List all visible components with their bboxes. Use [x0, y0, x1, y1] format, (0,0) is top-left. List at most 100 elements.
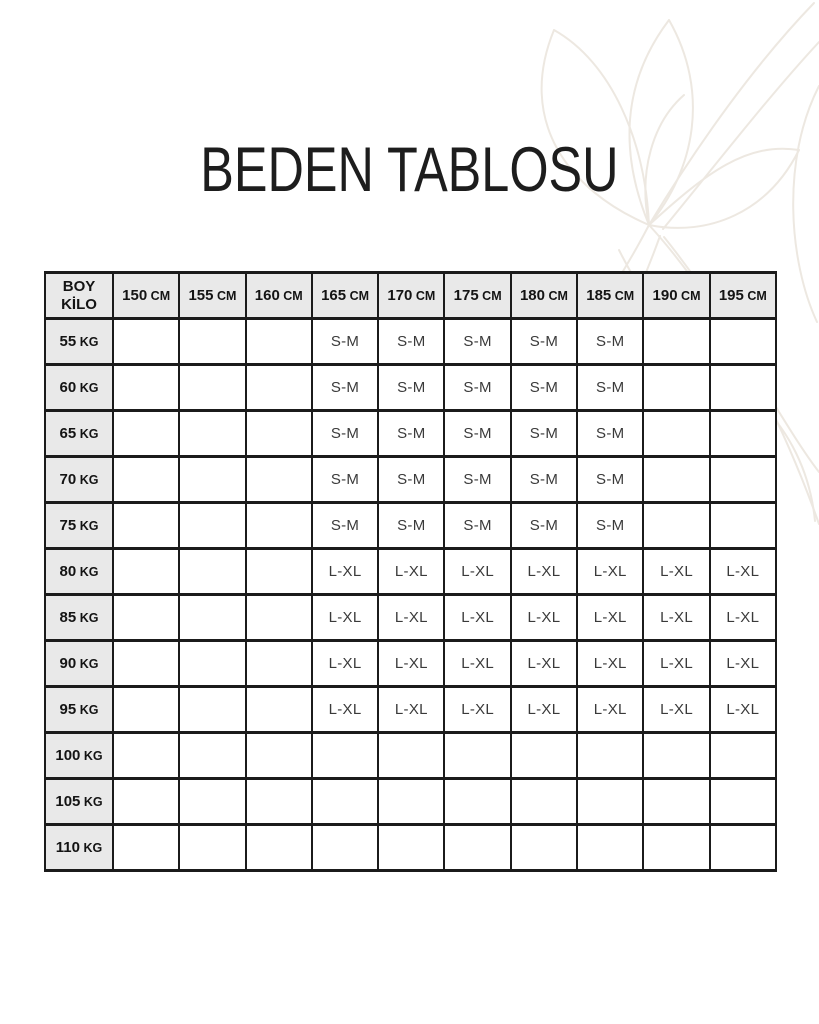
size-cell: [178, 731, 247, 780]
size-cell: [642, 501, 711, 550]
size-cell: [111, 639, 181, 688]
size-cell: L-XL: [443, 639, 512, 688]
size-cell: L-XL: [708, 593, 777, 642]
row-label-80-kg: 80 KG: [44, 547, 114, 596]
size-cell: [377, 823, 446, 872]
size-cell: L-XL: [576, 593, 645, 642]
size-cell: L-XL: [377, 685, 446, 734]
size-cell: S-M: [377, 455, 446, 504]
size-cell: S-M: [310, 455, 380, 504]
table-row: 100 KG: [44, 731, 777, 780]
size-cell: [708, 363, 777, 412]
size-cell: L-XL: [443, 593, 512, 642]
size-cell: [244, 547, 313, 596]
size-cell: [708, 501, 777, 550]
size-cell: [377, 731, 446, 780]
size-cell: L-XL: [310, 547, 380, 596]
page-title: BEDEN TABLOSU: [0, 134, 819, 206]
size-cell: L-XL: [310, 639, 380, 688]
size-cell: [377, 777, 446, 826]
size-cell: L-XL: [642, 639, 711, 688]
size-cell: [244, 639, 313, 688]
table-row: 75 KG S-M S-M S-M S-M S-M: [44, 501, 777, 550]
size-cell: [111, 501, 181, 550]
column-header-170-cm: 170 CM: [377, 271, 446, 320]
size-cell: [443, 731, 512, 780]
size-cell: [443, 777, 512, 826]
size-cell: [244, 363, 313, 412]
corner-line-boy: BOY: [62, 277, 96, 295]
size-cell: L-XL: [642, 593, 711, 642]
size-cell: S-M: [377, 317, 446, 366]
corner-line-kilo: KİLO: [61, 295, 97, 313]
size-cell: L-XL: [576, 547, 645, 596]
column-header-190-cm: 190 CM: [642, 271, 711, 320]
size-cell: [443, 823, 512, 872]
size-cell: L-XL: [377, 639, 446, 688]
size-cell: [244, 409, 313, 458]
size-cell: [111, 823, 181, 872]
size-cell: S-M: [509, 317, 579, 366]
size-cell: L-XL: [509, 639, 579, 688]
size-cell: L-XL: [310, 593, 380, 642]
size-cell: [244, 777, 313, 826]
row-label-55-kg: 55 KG: [44, 317, 114, 366]
size-cell: S-M: [576, 317, 645, 366]
size-cell: S-M: [310, 409, 380, 458]
page-title-text: BEDEN TABLOSU: [200, 135, 619, 205]
column-header-185-cm: 185 CM: [576, 271, 645, 320]
column-header-175-cm: 175 CM: [443, 271, 512, 320]
size-cell: [244, 731, 313, 780]
size-cell: S-M: [509, 363, 579, 412]
row-label-100-kg: 100 KG: [44, 731, 114, 780]
column-header-150-cm: 150 CM: [111, 271, 181, 320]
size-cell: [111, 455, 181, 504]
size-cell: [642, 777, 711, 826]
size-cell: S-M: [509, 501, 579, 550]
row-label-70-kg: 70 KG: [44, 455, 114, 504]
size-cell: S-M: [443, 317, 512, 366]
table-row: 60 KG S-M S-M S-M S-M S-M: [44, 363, 777, 412]
size-cell: L-XL: [576, 685, 645, 734]
size-cell: [310, 777, 380, 826]
size-cell: S-M: [576, 363, 645, 412]
size-cell: S-M: [310, 317, 380, 366]
size-cell: [178, 685, 247, 734]
table-row: 105 KG: [44, 777, 777, 826]
size-cell: [310, 823, 380, 872]
table-row: 65 KG S-M S-M S-M S-M S-M: [44, 409, 777, 458]
table-row: 80 KG L-XL L-XL L-XL L-XL L-XL L-XL L-XL: [44, 547, 777, 596]
size-cell: [576, 731, 645, 780]
size-cell: [178, 593, 247, 642]
size-cell: [178, 777, 247, 826]
size-cell: [576, 777, 645, 826]
size-cell: S-M: [509, 455, 579, 504]
size-cell: [642, 731, 711, 780]
size-cell: [708, 777, 777, 826]
size-cell: [178, 409, 247, 458]
size-cell: L-XL: [708, 547, 777, 596]
size-cell: [244, 501, 313, 550]
size-cell: L-XL: [708, 639, 777, 688]
size-cell: [244, 685, 313, 734]
size-cell: S-M: [509, 409, 579, 458]
size-cell: [111, 593, 181, 642]
size-cell: [111, 409, 181, 458]
row-label-85-kg: 85 KG: [44, 593, 114, 642]
size-cell: [642, 363, 711, 412]
size-cell: [178, 501, 247, 550]
table-row: 110 KG: [44, 823, 777, 872]
size-cell: [111, 317, 181, 366]
size-cell: [178, 639, 247, 688]
row-label-60-kg: 60 KG: [44, 363, 114, 412]
size-cell: [642, 409, 711, 458]
size-cell: L-XL: [509, 685, 579, 734]
size-cell: [708, 409, 777, 458]
size-cell: [642, 823, 711, 872]
size-cell: S-M: [310, 363, 380, 412]
size-table-body: 55 KG S-M S-M S-M S-M S-M 60 KG S-M S-M S-M S-M S-M…: [44, 317, 777, 872]
size-cell: S-M: [310, 501, 380, 550]
row-label-75-kg: 75 KG: [44, 501, 114, 550]
size-cell: S-M: [443, 409, 512, 458]
